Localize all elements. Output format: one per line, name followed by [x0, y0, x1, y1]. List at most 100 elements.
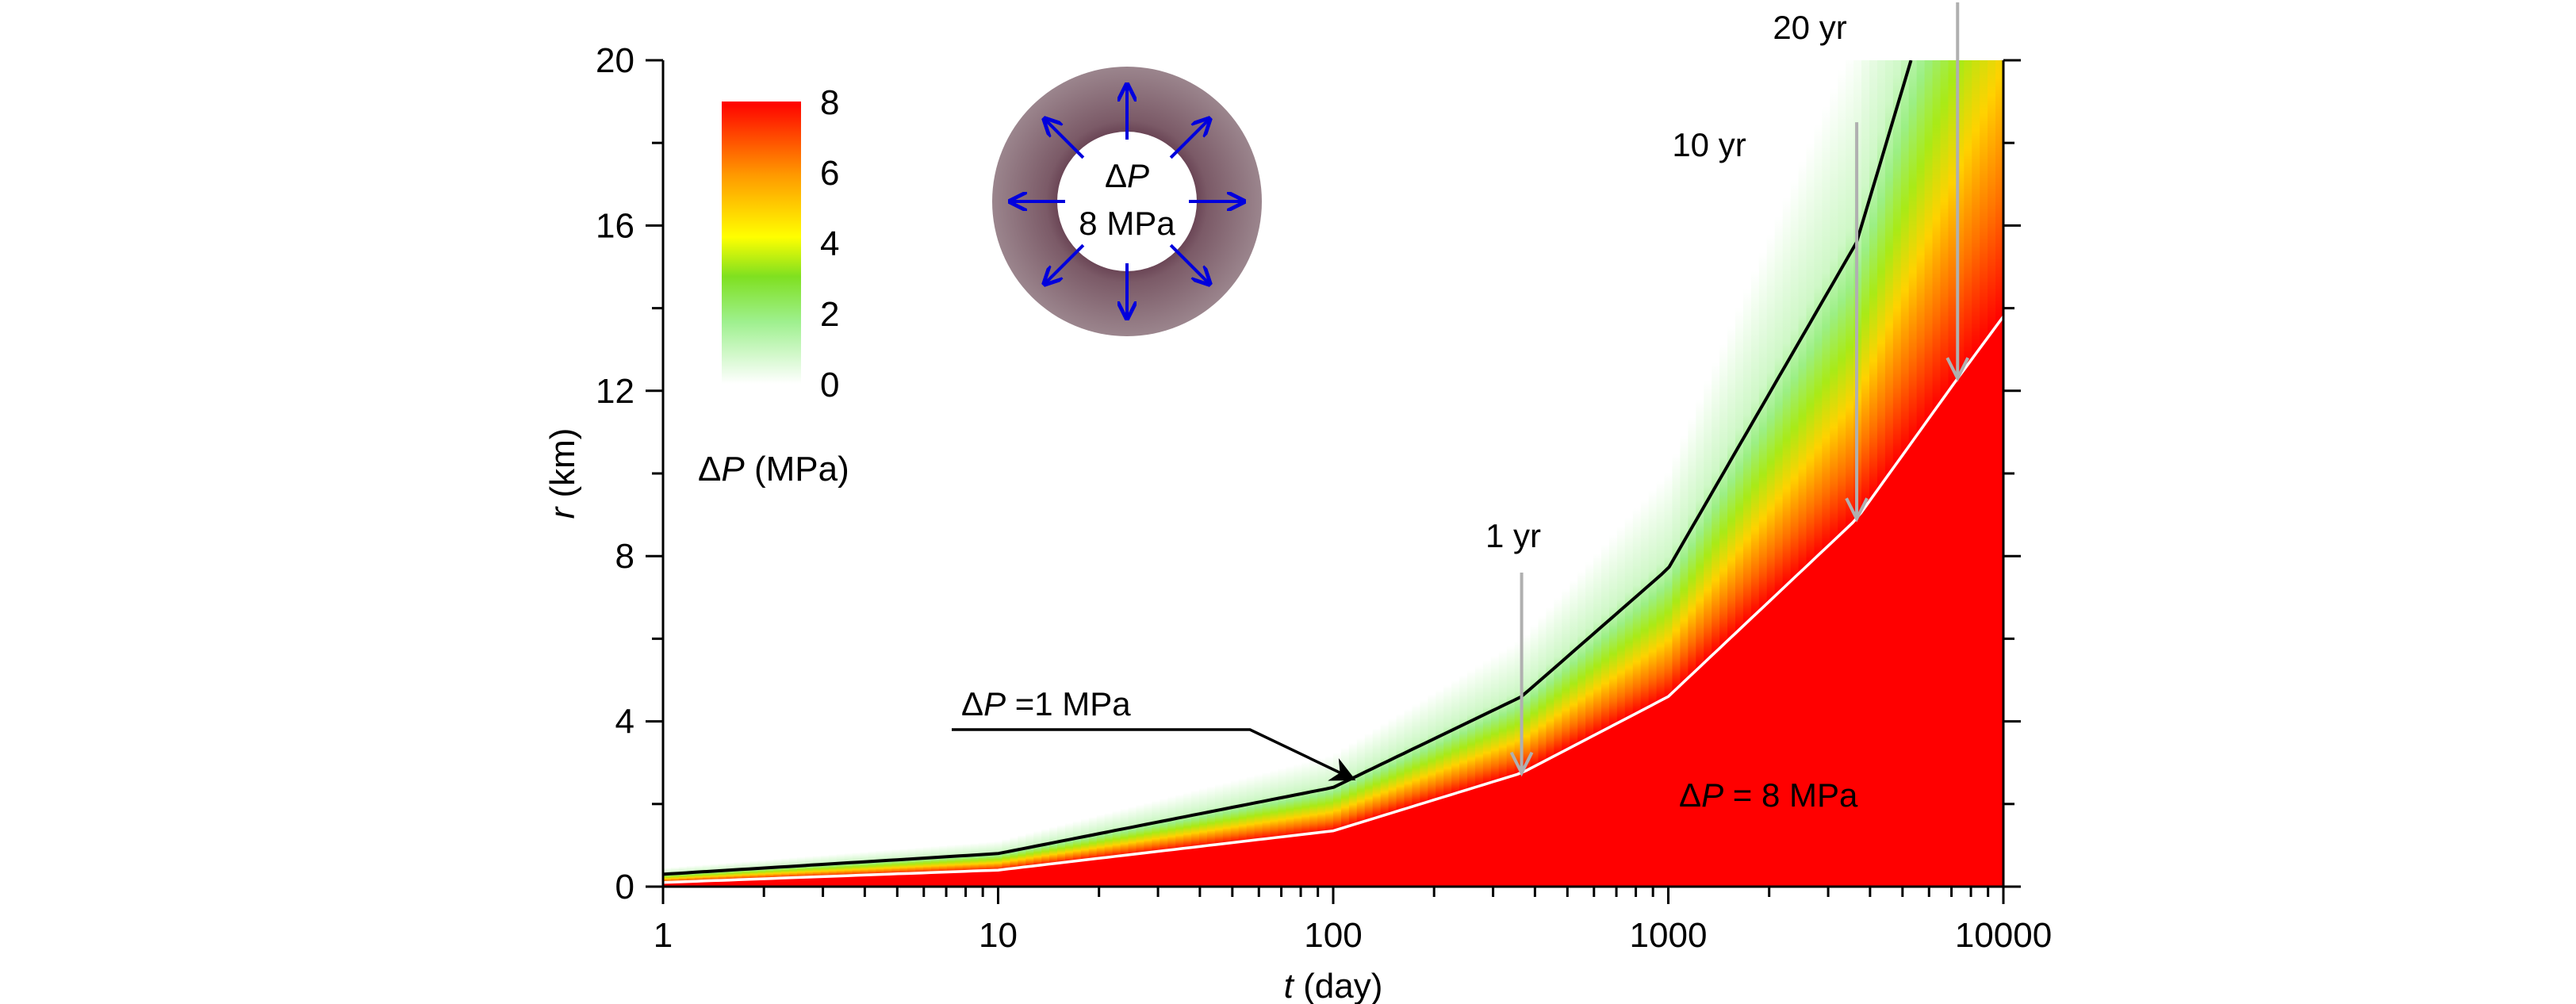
heatmap-column: [915, 60, 924, 887]
heatmap-column-saturated: [1317, 832, 1326, 887]
heatmap-column-saturated: [686, 881, 696, 887]
heatmap-column: [1412, 60, 1420, 887]
heatmap-column: [1065, 60, 1074, 887]
heatmap-column: [1766, 60, 1776, 887]
heatmap-column: [1806, 60, 1815, 887]
inset-diagram: ΔP 8 MPa: [992, 67, 1262, 336]
heatmap-column-saturated: [915, 872, 924, 887]
heatmap-column-saturated: [1214, 844, 1224, 887]
heatmap-column-saturated: [1333, 830, 1342, 887]
heatmap-column-saturated: [757, 879, 766, 887]
heatmap-column: [1104, 60, 1114, 887]
heatmap-column-saturated: [1608, 725, 1618, 887]
heatmap-column-saturated: [1838, 533, 1846, 887]
heatmap-column-saturated: [868, 875, 877, 887]
heatmap-column-saturated: [1758, 607, 1768, 887]
heatmap-column-saturated: [1601, 729, 1610, 887]
heatmap-column-saturated: [1876, 485, 1886, 887]
heatmap-column: [1704, 60, 1712, 887]
heatmap-column-saturated: [884, 874, 892, 887]
heatmap-column: [757, 60, 766, 887]
heatmap-column: [1451, 60, 1460, 887]
heatmap-column: [1199, 60, 1208, 887]
heatmap-column-saturated: [1372, 817, 1382, 887]
heatmap-column-saturated: [1167, 849, 1176, 887]
heatmap-column-saturated: [946, 872, 956, 887]
heatmap-column: [1774, 60, 1784, 887]
heatmap-column: [1278, 60, 1286, 887]
heatmap-column: [1538, 60, 1547, 887]
heatmap-column: [899, 60, 908, 887]
heatmap-column: [1388, 60, 1397, 887]
heatmap-column: [1482, 60, 1492, 887]
heatmap-column: [1680, 60, 1689, 887]
heatmap-column-saturated: [1443, 795, 1452, 887]
heatmap-column-saturated: [923, 872, 932, 887]
heatmap-column: [1822, 60, 1830, 887]
heatmap-column: [868, 60, 877, 887]
colorbar-tick-label: 4: [820, 224, 839, 263]
heatmap-column-saturated: [1806, 562, 1815, 887]
heatmap-column: [1136, 60, 1145, 887]
inset-pressure-arrow: [1045, 120, 1085, 159]
heatmap-column: [710, 60, 719, 887]
y-tick-label: 8: [615, 537, 634, 576]
heatmap-column: [1222, 60, 1232, 887]
heatmap-column-saturated: [970, 871, 979, 887]
heatmap-column-saturated: [734, 879, 743, 887]
heatmap-column-saturated: [678, 881, 688, 887]
isoline-8-mpa: [662, 315, 2005, 884]
y-tick-label: 12: [596, 372, 634, 411]
heatmap-column-saturated: [1033, 865, 1042, 887]
heatmap-column: [1727, 60, 1736, 887]
heatmap-column-saturated: [1632, 713, 1642, 887]
heatmap-column-saturated: [1554, 753, 1562, 887]
x-tick-label: 10: [979, 916, 1018, 955]
heatmap-column-saturated: [1546, 758, 1554, 887]
heatmap-column: [1317, 60, 1326, 887]
inset-pressure-arrow: [1169, 120, 1208, 159]
heatmap-column-saturated: [702, 880, 711, 887]
heatmap-column-saturated: [1380, 814, 1390, 887]
heatmap-column: [1340, 60, 1350, 887]
heatmap-column-saturated: [1932, 408, 1942, 887]
heatmap-column: [726, 60, 735, 887]
heatmap-column: [1160, 60, 1168, 887]
colorbar-tick-label: 0: [820, 366, 839, 404]
heatmap-column-saturated: [1696, 666, 1704, 887]
heatmap-column-saturated: [1790, 577, 1800, 887]
heatmap-column-saturated: [1624, 717, 1634, 887]
heatmap-column: [1869, 60, 1878, 887]
heatmap-column: [1530, 60, 1539, 887]
heatmap-column-saturated: [1436, 798, 1444, 887]
heatmap-column: [1696, 60, 1704, 887]
heatmap-column-saturated: [1057, 862, 1066, 887]
heatmap-column-saturated: [860, 875, 869, 887]
heatmap-column: [1018, 60, 1026, 887]
heatmap-column: [1750, 60, 1760, 887]
heatmap-column: [1593, 60, 1602, 887]
heatmap-column-saturated: [781, 878, 790, 887]
heatmap-column-saturated: [1830, 540, 1838, 887]
heatmap-column: [1238, 60, 1248, 887]
heatmap-column-saturated: [1301, 833, 1310, 887]
heatmap-column: [1057, 60, 1066, 887]
heatmap-column-saturated: [962, 871, 972, 887]
heatmap-column-saturated: [1230, 842, 1240, 887]
heatmap-column-saturated: [718, 880, 727, 887]
heatmap-column-saturated: [1956, 375, 1965, 887]
heatmap-column-saturated: [1782, 584, 1792, 887]
heatmap-column: [1325, 60, 1334, 887]
heatmap-column-saturated: [876, 874, 884, 887]
heatmap-column-saturated: [1104, 856, 1114, 887]
heatmap-column: [1333, 60, 1342, 887]
heatmap-column: [1601, 60, 1610, 887]
heatmap-column-saturated: [765, 878, 774, 887]
heatmap-column: [1294, 60, 1302, 887]
heatmap-column-saturated: [1199, 845, 1208, 887]
y-tick-label: 20: [596, 41, 634, 80]
heatmap-column-saturated: [1680, 681, 1689, 887]
heatmap-column: [678, 60, 688, 887]
time-markers-group: 1 yr 10 yr 20 yr: [1485, 2, 1970, 777]
